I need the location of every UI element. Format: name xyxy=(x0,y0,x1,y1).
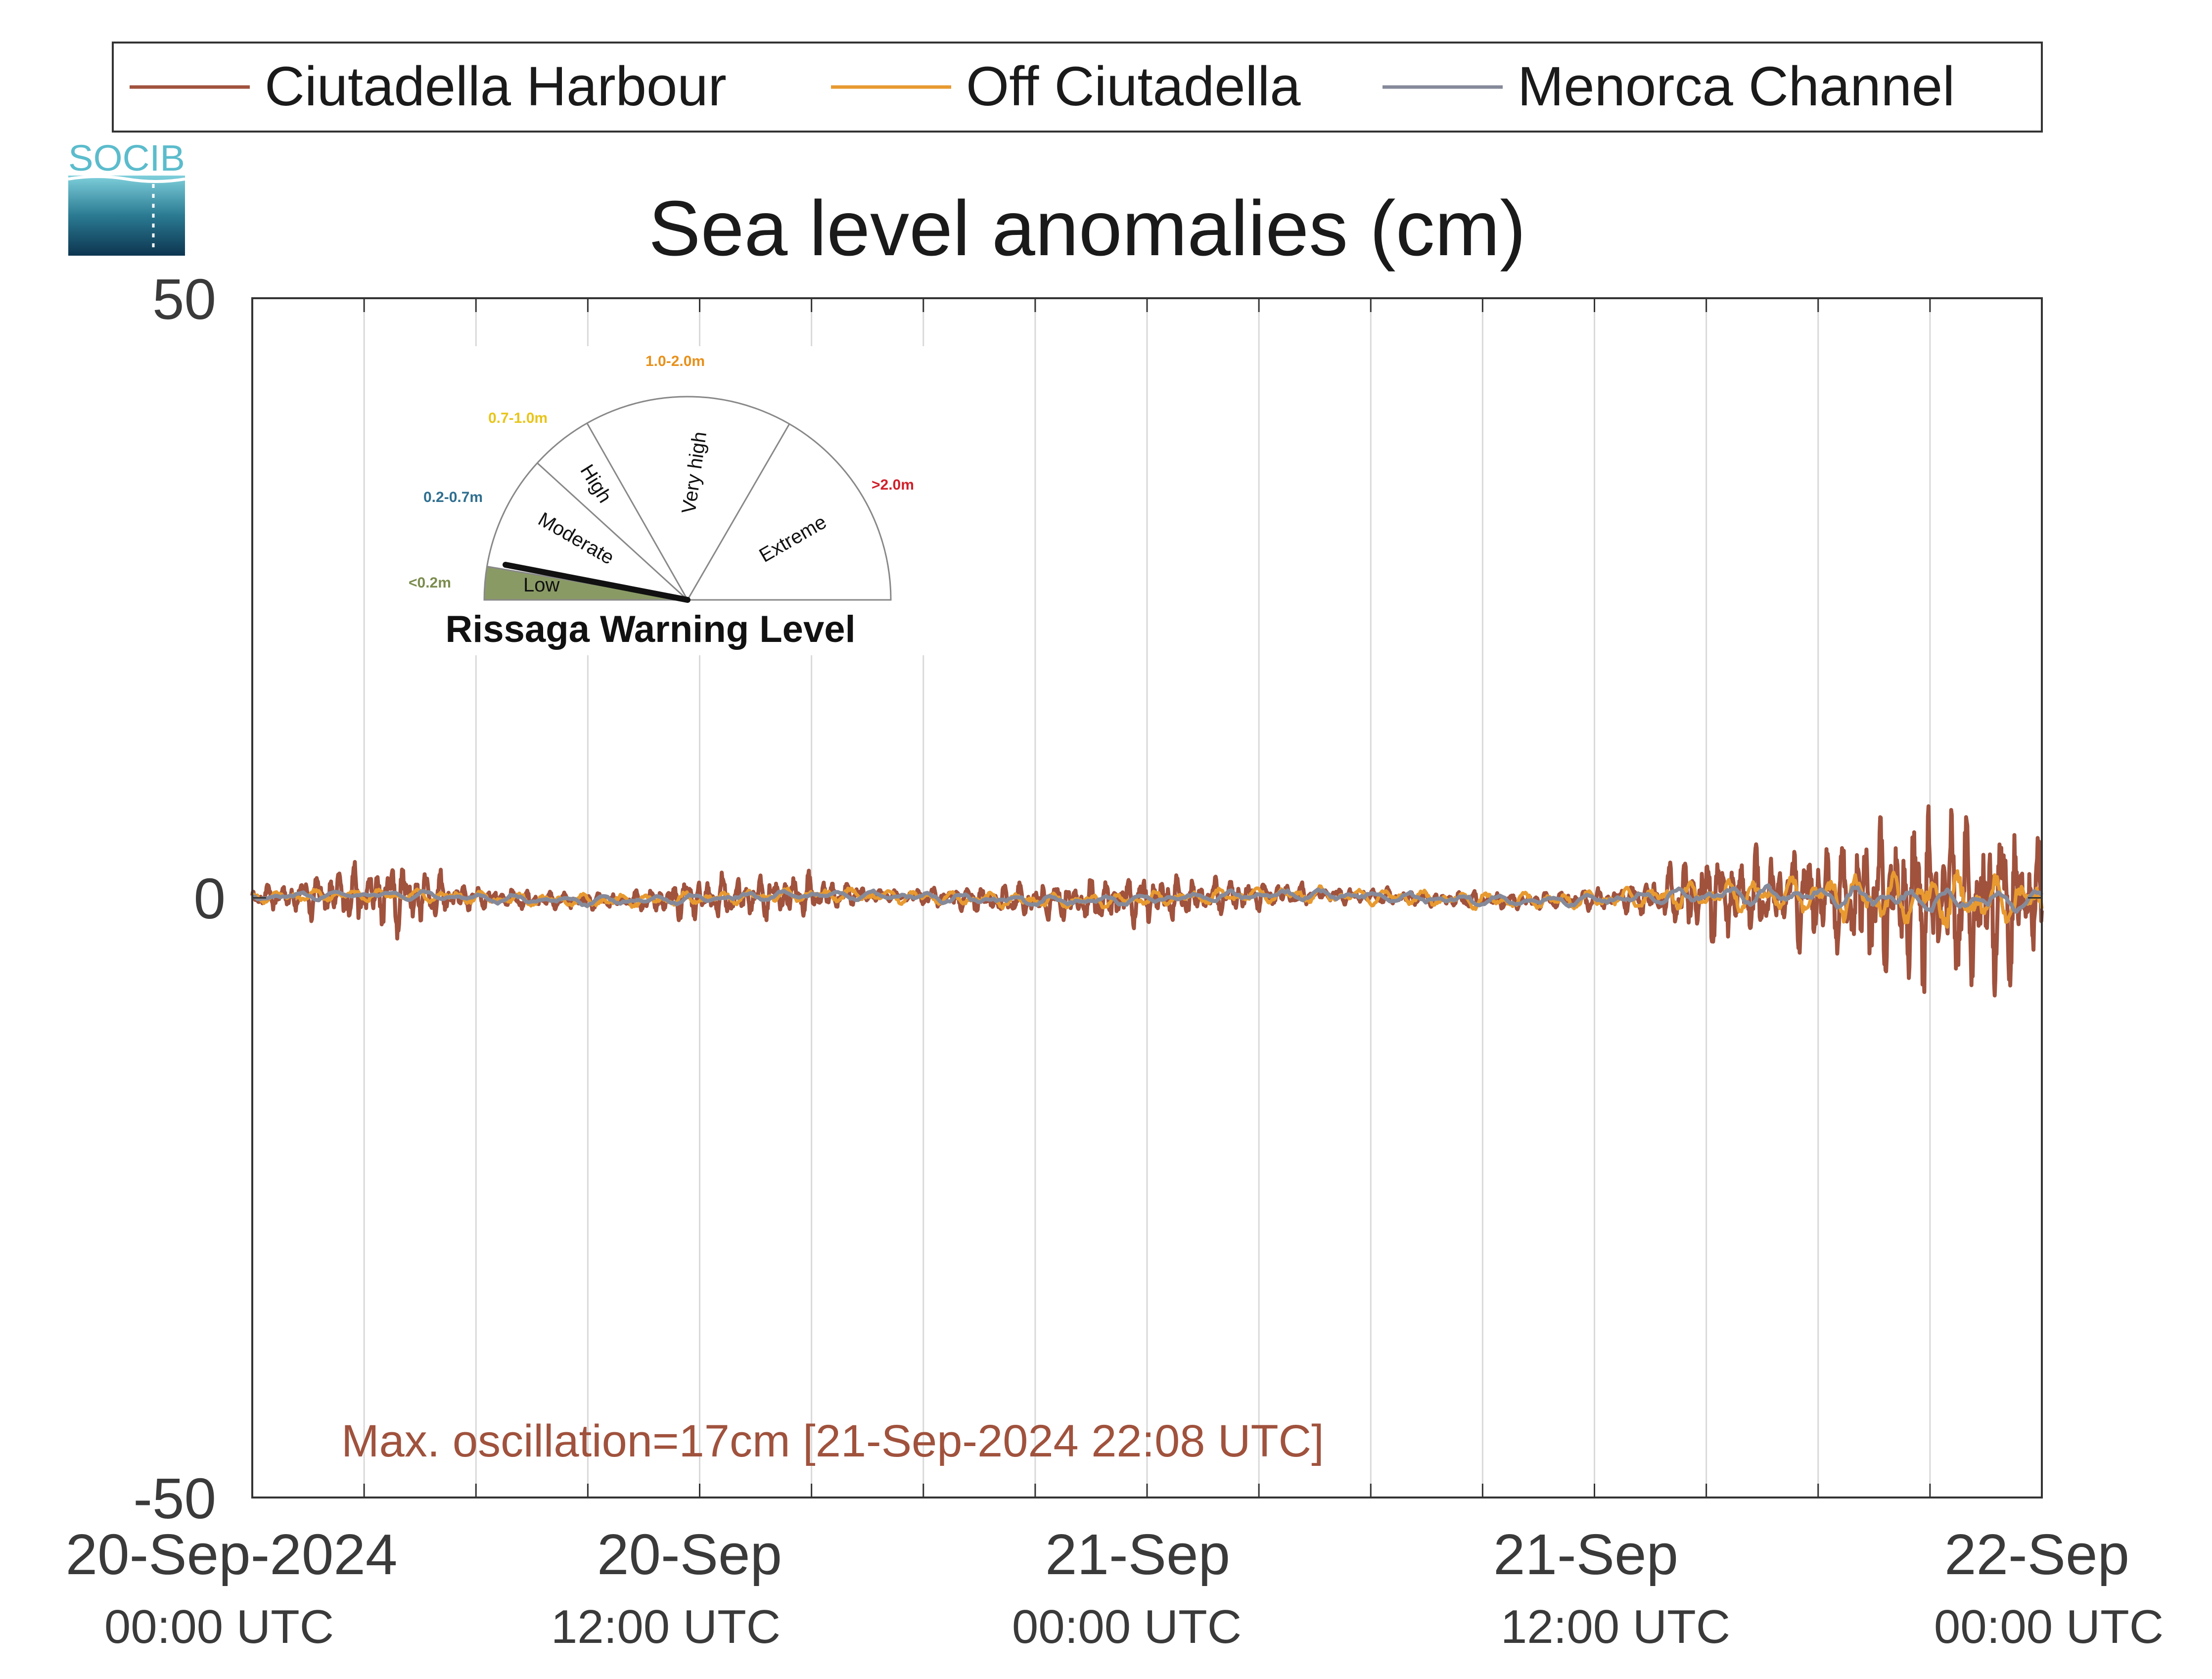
max-oscillation-annotation: Max. oscillation=17cm [21-Sep-2024 22:08… xyxy=(341,1416,1324,1466)
series-lines xyxy=(250,804,2044,998)
legend-box xyxy=(112,42,2043,133)
gauge-divider-3 xyxy=(586,423,689,600)
gauge-divider-4 xyxy=(687,423,790,600)
x-tick-sublabel-0: 00:00 UTC xyxy=(104,1600,334,1653)
gauge-category-low: Low xyxy=(523,574,559,596)
legend: Ciutadella Harbour Off Ciutadella Menorc… xyxy=(112,42,2043,133)
gauge-outline xyxy=(483,396,892,601)
legend-entry-off-ciutadella: Off Ciutadella xyxy=(831,55,1301,117)
x-tick-sublabel-2: 00:00 UTC xyxy=(1012,1600,1242,1653)
y-tick-label-mid: 0 xyxy=(193,866,226,931)
gauge-divider-2 xyxy=(536,462,689,601)
x-axis-labels: 20-Sep-2024 00:00 UTC 20-Sep 12:00 UTC 2… xyxy=(66,1522,2164,1653)
socib-logo: SOCIB xyxy=(68,137,185,256)
x-tick-sublabel-4: 00:00 UTC xyxy=(1934,1600,2164,1653)
x-tick-sublabel-1: 12:00 UTC xyxy=(551,1600,781,1653)
x-tick-label-1: 20-Sep xyxy=(597,1522,782,1587)
legend-label-menorca-channel: Menorca Channel xyxy=(1518,55,1955,117)
series-line-menorca-channel xyxy=(251,883,2043,914)
socib-logo-text: SOCIB xyxy=(68,137,185,179)
y-tick-label-bottom: -50 xyxy=(133,1466,216,1531)
y-tick-label-top: 50 xyxy=(152,267,216,331)
x-tick-label-4: 22-Sep xyxy=(1944,1522,2129,1587)
gauge-needle xyxy=(503,562,691,603)
legend-label-off-ciutadella: Off Ciutadella xyxy=(966,55,1301,117)
gauge-range-very-high: 1.0-2.0m xyxy=(645,353,705,369)
socib-logo-wave-line xyxy=(68,175,185,183)
x-tick-label-2: 21-Sep xyxy=(1045,1522,1230,1587)
gauge-range-low: <0.2m xyxy=(409,575,451,591)
legend-label-ciutadella-harbour: Ciutadella Harbour xyxy=(265,55,727,117)
rissaga-warning-gauge: Low Moderate High Very high Extreme <0.2… xyxy=(403,346,927,655)
x-axis-ticks xyxy=(251,297,2043,1498)
legend-entry-ciutadella-harbour: Ciutadella Harbour xyxy=(130,55,727,117)
gauge-title: Rissaga Warning Level xyxy=(445,608,855,650)
gauge-range-high: 0.7-1.0m xyxy=(488,410,548,426)
chart-title: Sea level anomalies (cm) xyxy=(648,185,1526,272)
x-tick-label-0: 20-Sep-2024 xyxy=(66,1522,398,1587)
x-tick-sublabel-3: 12:00 UTC xyxy=(1501,1600,1730,1653)
gauge-range-extreme: >2.0m xyxy=(872,477,914,493)
legend-entry-menorca-channel: Menorca Channel xyxy=(1382,55,1955,117)
x-tick-label-3: 21-Sep xyxy=(1493,1522,1678,1587)
gauge-range-moderate: 0.2-0.7m xyxy=(423,489,483,505)
socib-logo-wave-block xyxy=(68,176,185,256)
y-axis: 50 0 -50 xyxy=(133,267,226,1531)
